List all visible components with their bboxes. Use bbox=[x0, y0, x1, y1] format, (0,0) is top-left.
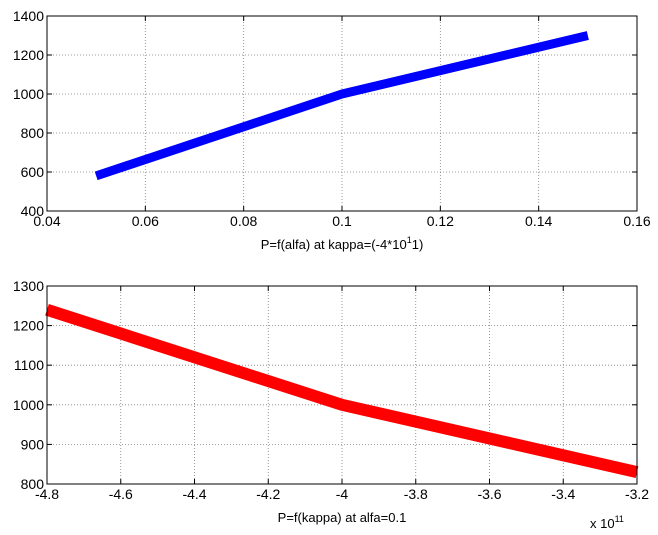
x-tick-label: -4.4 bbox=[182, 486, 206, 502]
x-tick-label: -3.4 bbox=[551, 486, 575, 502]
x-tick-label: 0.16 bbox=[623, 213, 650, 229]
y-tick-label: 400 bbox=[21, 203, 45, 219]
x-axis-label: P=f(alfa) at kappa=(-4*1011) bbox=[261, 235, 424, 252]
x-tick-label: -3.6 bbox=[477, 486, 501, 502]
y-tick-label: 1200 bbox=[13, 47, 44, 63]
series-line bbox=[94, 31, 589, 181]
y-tick-label: 1000 bbox=[13, 86, 44, 102]
y-tick-label: 1000 bbox=[13, 397, 44, 413]
y-tick-label: 900 bbox=[21, 436, 45, 452]
x-tick-label: 0.06 bbox=[132, 213, 159, 229]
x-tick-label: -4.8 bbox=[35, 486, 59, 502]
x-tick-label: -4 bbox=[336, 486, 349, 502]
y-tick-label: 1300 bbox=[13, 278, 44, 294]
top-plot: 0.04 0.06 0.08 0.1 0.12 0.14 0.16 400 600 800 1000… bbox=[13, 8, 651, 252]
y-tick-label: 1200 bbox=[13, 318, 44, 334]
y-tick-label: 1100 bbox=[14, 357, 44, 373]
y-tick-label: 1400 bbox=[13, 8, 44, 24]
series-line bbox=[45, 304, 639, 478]
x-tick-label: 0.14 bbox=[525, 213, 552, 229]
y-tick-label: 800 bbox=[21, 476, 45, 492]
x-tick-label: -3.2 bbox=[625, 486, 649, 502]
x-tick-label: 0.1 bbox=[332, 213, 352, 229]
x-axis-multiplier: x 1011 bbox=[590, 514, 624, 531]
x-tick-label: 0.12 bbox=[427, 213, 454, 229]
x-tick-label: 0.04 bbox=[33, 213, 60, 229]
bottom-plot: -4.8 -4.6 -4.4 -4.2 -4 -3.8 -3.6 -3.4 -3.2 800 900… bbox=[13, 278, 649, 531]
x-tick-label: -3.8 bbox=[404, 486, 428, 502]
y-tick-label: 600 bbox=[21, 164, 45, 180]
x-tick-label: 0.08 bbox=[230, 213, 257, 229]
x-axis-label: P=f(kappa) at alfa=0.1 bbox=[278, 510, 407, 525]
x-tick-label: -4.2 bbox=[256, 486, 280, 502]
x-tick-label: -4.6 bbox=[109, 486, 133, 502]
y-tick-label: 800 bbox=[21, 125, 45, 141]
